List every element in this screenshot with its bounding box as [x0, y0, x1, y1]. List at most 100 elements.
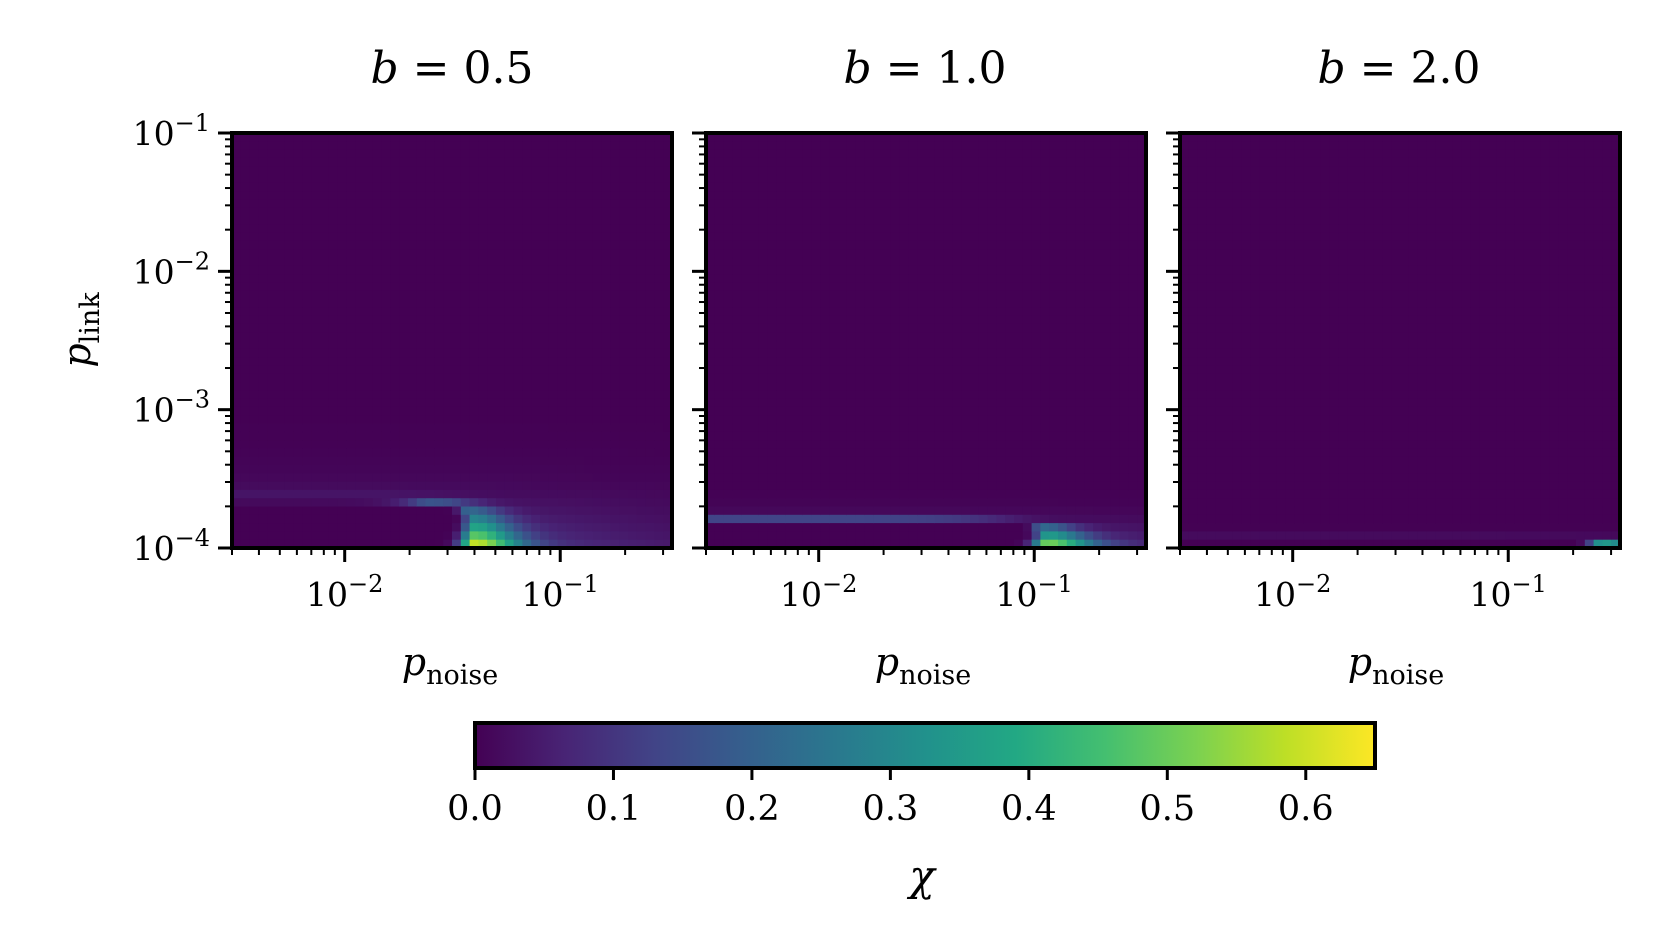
heatmap-cell [302, 157, 312, 167]
heatmap-cell [390, 382, 400, 391]
heatmap-cell [443, 315, 453, 325]
heatmap-cell [232, 191, 242, 200]
heatmap-cell [1049, 481, 1059, 491]
heatmap-cell [460, 357, 471, 366]
heatmap-cell [592, 390, 603, 400]
heatmap-cell [750, 539, 760, 549]
heatmap-cell [372, 415, 383, 425]
heatmap-cell [855, 415, 865, 425]
heatmap-cell [522, 157, 532, 167]
heatmap-cell [961, 523, 971, 532]
heatmap-cell [706, 348, 716, 358]
heatmap-cell [1022, 406, 1033, 416]
heatmap-cell [820, 191, 830, 200]
heatmap-cell [592, 307, 603, 317]
heatmap-cell [961, 498, 971, 508]
heatmap-cell [381, 332, 391, 342]
heatmap-cell [1022, 157, 1033, 167]
heatmap-cell [1022, 133, 1033, 142]
heatmap-cell [645, 157, 655, 167]
heatmap-cell [575, 514, 585, 524]
heatmap-cell [811, 323, 821, 333]
heatmap-cell [714, 257, 725, 267]
heatmap-cell [425, 299, 435, 308]
heatmap-cell [425, 332, 435, 342]
heatmap-cell [355, 514, 365, 524]
heatmap-cell [890, 157, 901, 167]
heatmap-cell [557, 207, 567, 217]
heatmap-cell [372, 440, 383, 449]
heatmap-cell [443, 415, 453, 425]
heatmap-cell [996, 415, 1006, 425]
heatmap-cell [723, 182, 733, 192]
heatmap-cell [1031, 157, 1041, 167]
heatmap-cell [873, 274, 883, 283]
heatmap-cell [249, 182, 259, 192]
heatmap-cell [592, 448, 603, 458]
heatmap-cell [706, 539, 716, 549]
heatmap-cell [575, 307, 585, 317]
heatmap-cell [320, 498, 330, 508]
heatmap-cell [1102, 149, 1112, 159]
heatmap-cell [513, 191, 523, 200]
heatmap-cell [249, 232, 259, 242]
heatmap-cell [364, 207, 374, 217]
heatmap-cell [592, 174, 603, 184]
heatmap-cell [714, 373, 725, 383]
heatmap-cell [522, 290, 532, 300]
heatmap-cell [723, 174, 733, 184]
heatmap-cell [487, 224, 497, 234]
heatmap-cell [961, 290, 971, 300]
heatmap-cell [961, 456, 971, 466]
heatmap-cell [741, 440, 751, 449]
heatmap-cell [425, 207, 435, 217]
heatmap-cell [320, 299, 330, 308]
heatmap-cell [434, 357, 444, 366]
heatmap-cell [452, 274, 462, 283]
heatmap-cell [504, 299, 515, 308]
heatmap-cell [443, 489, 453, 499]
heatmap-cell [496, 498, 506, 508]
heatmap-cell [434, 340, 444, 350]
heatmap-cell [434, 149, 444, 159]
heatmap-cell [346, 489, 356, 499]
heatmap-cell [750, 149, 760, 159]
heatmap-cell [1014, 141, 1024, 151]
heatmap-cell [934, 282, 945, 292]
heatmap-cell [846, 481, 857, 491]
heatmap-cell [1093, 207, 1103, 217]
heatmap-cell [767, 282, 777, 292]
heatmap-cell [337, 133, 347, 142]
heatmap-cell [741, 157, 751, 167]
heatmap-cell [1049, 489, 1059, 499]
heatmap-cell [1084, 290, 1094, 300]
heatmap-cell [1005, 465, 1015, 474]
heatmap-cell [575, 498, 585, 508]
heatmap-cell [531, 141, 541, 151]
heatmap-cell [952, 539, 962, 549]
heatmap-cell [364, 182, 374, 192]
heatmap-cell [873, 523, 883, 532]
heatmap-cell [267, 323, 277, 333]
heatmap-cell [364, 340, 374, 350]
heatmap-cell [794, 431, 804, 441]
heatmap-cell [469, 357, 479, 366]
heatmap-cell [829, 332, 839, 342]
heatmap-cell [926, 282, 936, 292]
heatmap-cell [829, 249, 839, 259]
heatmap-cell [460, 133, 471, 142]
heatmap-cell [636, 232, 647, 242]
heatmap-cell [328, 340, 339, 350]
heatmap-cell [232, 489, 242, 499]
heatmap-cell [1040, 174, 1050, 184]
heatmap-cell [452, 133, 462, 142]
heatmap-cell [355, 166, 365, 176]
heatmap-cell [346, 199, 356, 209]
heatmap-cell [794, 307, 804, 317]
heatmap-cell [741, 357, 751, 366]
heatmap-cell [1075, 174, 1085, 184]
heatmap-cell [355, 182, 365, 192]
heatmap-cell [1014, 365, 1024, 375]
heatmap-cell [794, 473, 804, 483]
heatmap-cell [1040, 340, 1050, 350]
